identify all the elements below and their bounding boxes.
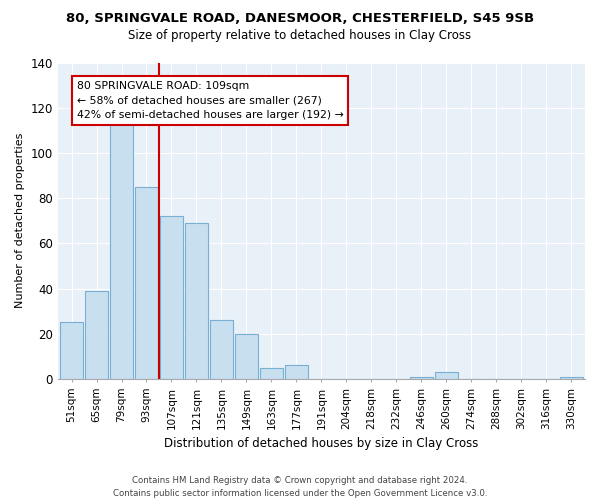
X-axis label: Distribution of detached houses by size in Clay Cross: Distribution of detached houses by size … bbox=[164, 437, 479, 450]
Bar bbox=[410, 376, 433, 379]
Bar bbox=[210, 320, 233, 379]
Text: Size of property relative to detached houses in Clay Cross: Size of property relative to detached ho… bbox=[128, 29, 472, 42]
Bar bbox=[135, 187, 158, 379]
Bar bbox=[185, 223, 208, 379]
Bar bbox=[85, 291, 108, 379]
Bar bbox=[160, 216, 183, 379]
Bar bbox=[435, 372, 458, 379]
Text: 80 SPRINGVALE ROAD: 109sqm
← 58% of detached houses are smaller (267)
42% of sem: 80 SPRINGVALE ROAD: 109sqm ← 58% of deta… bbox=[77, 80, 343, 120]
Bar bbox=[560, 376, 583, 379]
Bar bbox=[110, 122, 133, 379]
Bar bbox=[285, 366, 308, 379]
Y-axis label: Number of detached properties: Number of detached properties bbox=[15, 133, 25, 308]
Bar bbox=[60, 322, 83, 379]
Text: 80, SPRINGVALE ROAD, DANESMOOR, CHESTERFIELD, S45 9SB: 80, SPRINGVALE ROAD, DANESMOOR, CHESTERF… bbox=[66, 12, 534, 26]
Text: Contains HM Land Registry data © Crown copyright and database right 2024.
Contai: Contains HM Land Registry data © Crown c… bbox=[113, 476, 487, 498]
Bar bbox=[260, 368, 283, 379]
Bar bbox=[235, 334, 257, 379]
